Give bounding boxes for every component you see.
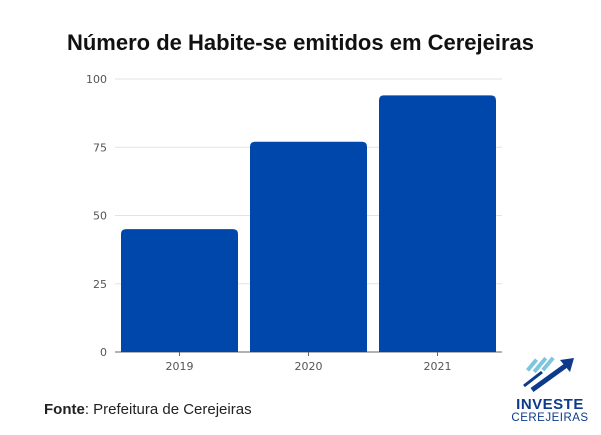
bar-chart: 0 25 50 75 100 2019 2020 2021 [86,73,502,373]
investe-cerejeiras-logo: INVESTE CEREJEIRAS [508,352,592,426]
logo-word-cerejeiras: CEREJEIRAS [511,412,589,424]
x-tick-label-2021: 2021 [424,360,452,373]
y-tick-label: 50 [93,210,107,223]
source-label: Fonte [44,401,85,418]
y-tick-label: 25 [93,278,107,291]
y-tick-label: 100 [86,73,107,86]
bar-2019 [121,229,238,352]
bars [121,95,496,352]
x-tick-label-2020: 2020 [295,360,323,373]
source-text: : Prefeitura de Cerejeiras [84,401,252,418]
x-tick-label-2019: 2019 [166,360,194,373]
bar-2020 [250,141,367,352]
source-note: Fonte: Prefeitura de Cerejeiras [44,401,252,418]
chart-title: Número de Habite-se emitidos em Cerejeir… [66,30,535,55]
bar-2021 [379,95,496,352]
y-tick-label: 0 [100,346,107,359]
logo-arrow-icon [523,356,574,393]
logo-word-investe: INVESTE [516,396,584,413]
x-axis-ticks: 2019 2020 2021 [166,352,452,373]
y-axis-ticks: 0 25 50 75 100 [86,73,107,359]
y-tick-label: 75 [93,141,107,154]
